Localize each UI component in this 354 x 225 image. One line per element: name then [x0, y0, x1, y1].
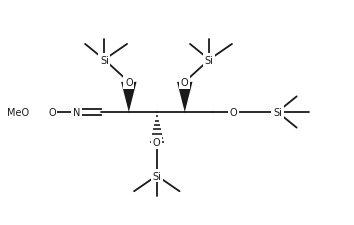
- Text: MeO: MeO: [7, 108, 29, 117]
- Text: N: N: [73, 108, 80, 117]
- Text: O: O: [153, 137, 161, 147]
- Polygon shape: [177, 83, 193, 112]
- Polygon shape: [121, 83, 137, 112]
- Text: O: O: [181, 78, 189, 88]
- Text: Si: Si: [273, 108, 282, 117]
- Text: O: O: [125, 78, 133, 88]
- Text: Si: Si: [205, 55, 214, 65]
- Text: Si: Si: [152, 171, 161, 181]
- Text: O: O: [230, 108, 238, 117]
- Text: Si: Si: [100, 55, 109, 65]
- Text: O: O: [48, 108, 56, 117]
